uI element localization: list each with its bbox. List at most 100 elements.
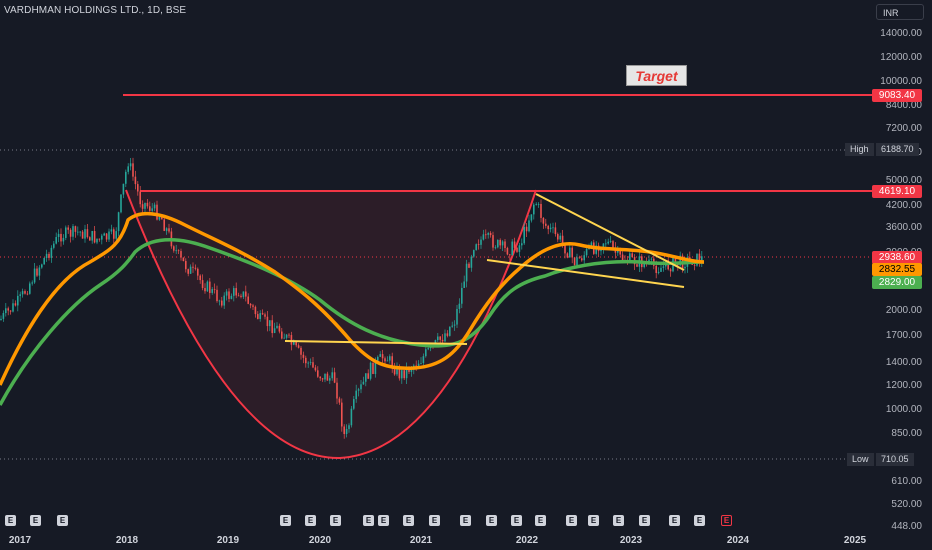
earnings-marker-icon[interactable]: E: [5, 515, 16, 526]
candle-body: [509, 254, 511, 256]
candle-body: [401, 370, 403, 379]
candle-body: [480, 239, 482, 245]
candle-body: [353, 399, 355, 409]
candle-body: [281, 331, 283, 339]
candle-body: [314, 367, 317, 371]
candle-body: [621, 254, 624, 261]
candle-body: [264, 314, 266, 317]
candle-body: [631, 253, 633, 258]
earnings-marker-icon[interactable]: E: [378, 515, 389, 526]
candle-body: [62, 237, 65, 242]
price-tick-label: 12000.00: [880, 52, 922, 63]
candle-body: [105, 233, 108, 240]
candle-body: [101, 235, 103, 240]
candle-body: [182, 257, 185, 262]
earnings-marker-icon[interactable]: E: [486, 515, 497, 526]
candle-body: [213, 289, 216, 290]
candle-body: [221, 300, 223, 306]
candle-body: [501, 241, 504, 246]
earnings-marker-icon[interactable]: E: [403, 515, 414, 526]
candle-body: [228, 291, 230, 299]
candle-body: [662, 266, 665, 268]
earnings-marker-icon[interactable]: E: [460, 515, 471, 526]
earnings-marker-icon[interactable]: E: [639, 515, 650, 526]
candle-body: [240, 295, 242, 297]
candle-body: [295, 341, 297, 346]
candle-body: [566, 253, 569, 258]
candle-body: [98, 238, 101, 240]
candle-body: [417, 363, 420, 367]
candle-body: [48, 253, 50, 258]
upcoming-earnings-marker-icon[interactable]: E: [721, 515, 732, 526]
candle-body: [86, 229, 89, 238]
candle-body: [396, 366, 398, 375]
earnings-marker-icon[interactable]: E: [588, 515, 599, 526]
candle-body: [446, 333, 449, 336]
candle-body: [465, 263, 468, 282]
candle-body: [410, 369, 413, 372]
earnings-marker-icon[interactable]: E: [669, 515, 680, 526]
earnings-marker-icon[interactable]: E: [280, 515, 291, 526]
candle-body: [470, 256, 473, 268]
candle-body: [134, 176, 137, 185]
currency-selector[interactable]: INR: [876, 4, 924, 20]
earnings-marker-icon[interactable]: E: [30, 515, 41, 526]
candle-body: [497, 239, 499, 248]
candle-body: [50, 247, 53, 258]
low-value: 710.05: [876, 453, 914, 466]
candle-body: [554, 227, 557, 235]
ema-slow-line: [0, 238, 705, 406]
price-tick-label: 14000.00: [880, 28, 922, 39]
candle-body: [103, 233, 105, 236]
chart-title: VARDHMAN HOLDINGS LTD., 1D, BSE: [4, 5, 187, 16]
candle-body: [81, 231, 84, 239]
candle-body: [643, 262, 645, 268]
resistance-price-tag: 4619.10: [872, 185, 922, 198]
candle-body: [199, 275, 201, 281]
candle-body: [168, 228, 170, 232]
candle-body: [269, 320, 271, 327]
price-tick-label: 1400.00: [885, 357, 922, 368]
candle-body: [55, 237, 57, 244]
time-tick-label: 2022: [515, 535, 539, 546]
candle-body: [326, 373, 329, 381]
earnings-marker-icon[interactable]: E: [57, 515, 68, 526]
candle-body: [218, 300, 221, 302]
candle-body: [7, 308, 9, 311]
candle-body: [545, 223, 547, 226]
candle-body: [441, 339, 444, 342]
earnings-marker-icon[interactable]: E: [511, 515, 522, 526]
candle-body: [389, 356, 391, 361]
candle-body: [194, 267, 197, 269]
candle-body: [129, 163, 132, 167]
candle-body: [266, 316, 269, 327]
candle-body: [427, 348, 429, 350]
price-tick-label: 1200.00: [885, 380, 922, 391]
candle-body: [365, 373, 367, 382]
candle-body: [420, 363, 422, 364]
earnings-marker-icon[interactable]: E: [694, 515, 705, 526]
candle-body: [602, 243, 605, 249]
earnings-marker-icon[interactable]: E: [363, 515, 374, 526]
lower-trendline: [486, 259, 685, 288]
earnings-marker-icon[interactable]: E: [535, 515, 546, 526]
earnings-marker-icon[interactable]: E: [429, 515, 440, 526]
candle-body: [288, 334, 290, 336]
candle-body: [540, 203, 542, 218]
candle-body: [453, 324, 456, 326]
candle-body: [247, 296, 249, 304]
candle-body: [693, 264, 696, 266]
ema-fast-price-tag: 2832.55: [872, 263, 922, 276]
candle-body: [492, 235, 494, 248]
earnings-marker-icon[interactable]: E: [613, 515, 624, 526]
candle-body: [223, 295, 225, 306]
candle-body: [144, 202, 146, 209]
earnings-marker-icon[interactable]: E: [330, 515, 341, 526]
upper-trendline: [535, 193, 685, 271]
earnings-marker-icon[interactable]: E: [305, 515, 316, 526]
candle-body: [535, 203, 537, 205]
earnings-marker-icon[interactable]: E: [566, 515, 577, 526]
candle-body: [33, 268, 36, 283]
candle-body: [516, 247, 518, 252]
